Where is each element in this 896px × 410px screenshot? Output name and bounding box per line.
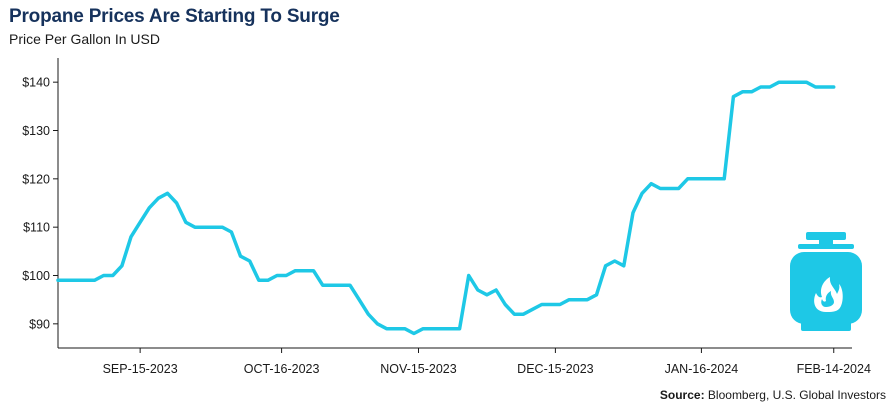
source-label: Source: xyxy=(659,388,705,402)
x-axis: SEP-15-2023 OCT-16-2023 NOV-15-2023 DEC-15-… xyxy=(58,347,871,376)
y-tick-label: $120 xyxy=(22,172,50,186)
y-tick-label: $90 xyxy=(29,317,50,331)
propane-tank-icon xyxy=(790,232,862,331)
x-tick-label: SEP-15-2023 xyxy=(103,362,178,376)
y-tick-label: $130 xyxy=(22,124,50,138)
chart-subtitle: Price Per Gallon In USD xyxy=(9,31,160,47)
price-series-line xyxy=(56,80,836,336)
y-axis: $90 $100 $110 $120 $130 $140 xyxy=(22,58,59,348)
y-tick-label: $110 xyxy=(23,221,50,235)
y-tick-label: $100 xyxy=(22,269,50,283)
plot-area xyxy=(56,80,836,336)
x-tick-label: NOV-15-2023 xyxy=(380,362,456,376)
source-text: Bloomberg, U.S. Global Investors xyxy=(707,388,886,402)
y-tick-label: $140 xyxy=(22,76,50,90)
x-tick-label: OCT-16-2023 xyxy=(244,362,320,376)
source-note: Source: Bloomberg, U.S. Global Investors xyxy=(660,388,886,402)
chart-title: Propane Prices Are Starting To Surge xyxy=(9,6,340,27)
x-tick-label: DEC-15-2023 xyxy=(517,362,593,376)
x-tick-label: JAN-16-2024 xyxy=(665,362,739,376)
x-tick-label: FEB-14-2024 xyxy=(797,362,871,376)
